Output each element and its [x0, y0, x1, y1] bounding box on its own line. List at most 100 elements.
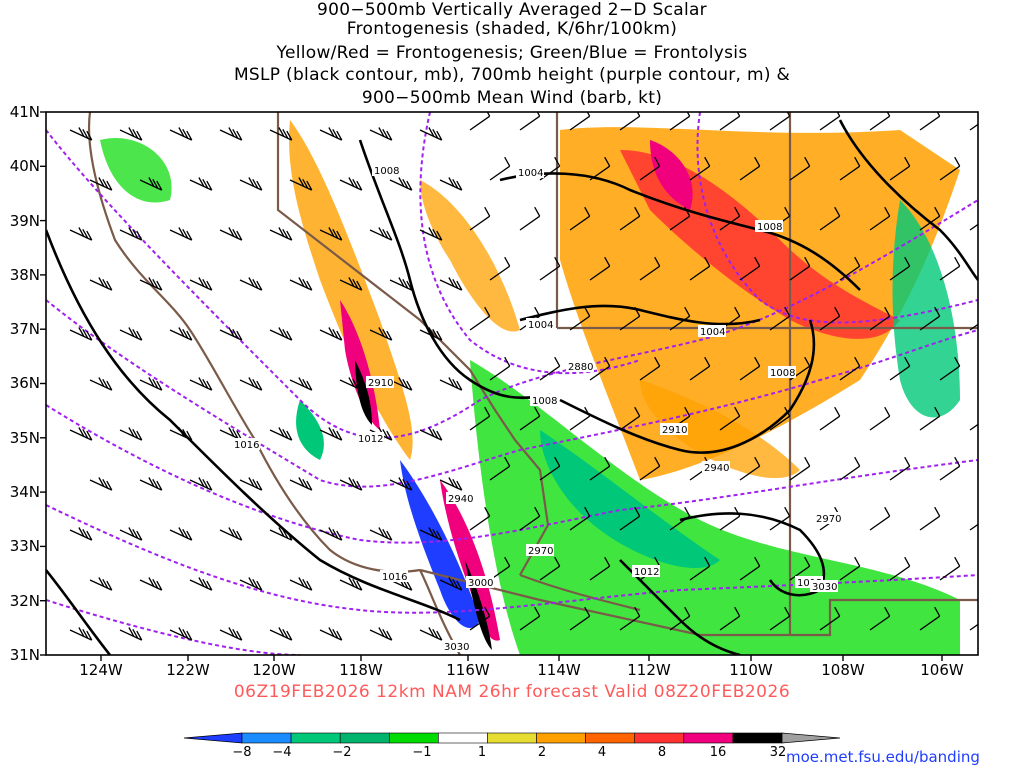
- wind-barb: [119, 327, 143, 341]
- mslp-label: 1004: [528, 320, 553, 331]
- wind-barb: [789, 156, 811, 181]
- wind-barb: [469, 112, 491, 131]
- lon-label: 106W: [920, 661, 964, 679]
- mslp-label: 1008: [374, 166, 399, 177]
- wind-barb: [969, 423, 978, 431]
- wind-barb: [919, 112, 941, 131]
- wind-barb: [89, 177, 113, 191]
- wind-barb: [69, 227, 93, 241]
- wind-barb: [519, 112, 541, 131]
- colorbar-swatch: [388, 732, 439, 744]
- wind-barb: [539, 456, 561, 481]
- wind-barb: [919, 606, 941, 631]
- wind-barb: [69, 127, 93, 141]
- wind-barb: [269, 627, 293, 641]
- colorbar-swatch: [683, 732, 734, 744]
- wind-barb: [439, 577, 463, 591]
- wind-barb: [139, 277, 163, 291]
- wind-barb: [869, 506, 891, 531]
- wind-barb: [589, 456, 611, 481]
- forecast-valid-time: 06Z19FEB2026 12km NAM 26hr forecast Vali…: [233, 682, 791, 702]
- height-label: 2910: [368, 378, 393, 389]
- wind-barb: [990, 257, 1010, 280]
- wind-barb: [619, 112, 641, 131]
- height-label: 3000: [468, 578, 493, 589]
- wind-barb: [869, 406, 891, 431]
- wind-barb: [489, 456, 511, 481]
- mslp-contour: [679, 512, 826, 597]
- wind-barb: [169, 427, 193, 441]
- axis-ticks: [40, 111, 943, 661]
- wind-barb: [489, 256, 511, 281]
- lat-label: 40N: [9, 157, 40, 175]
- wind-barb: [139, 477, 163, 491]
- frontolysis-east-edge: [892, 200, 960, 418]
- wind-barb: [139, 577, 163, 591]
- wind-barb: [939, 256, 961, 281]
- mslp-label: 1012: [634, 567, 659, 578]
- colorbar-label: 4: [597, 745, 607, 760]
- wind-barb: [89, 377, 113, 391]
- credit-link[interactable]: moe.met.fsu.edu/banding: [786, 748, 980, 766]
- colorbar-arrow-left: [183, 732, 243, 744]
- wind-barb: [419, 227, 443, 241]
- frontogenesis-core-ne: [650, 140, 693, 210]
- height-label: 2910: [662, 425, 687, 436]
- title-line-5: 900−500mb Mean Wind (barb, kt): [361, 88, 663, 108]
- wind-barb: [990, 157, 1010, 180]
- frontogenesis-sierra-core: [340, 300, 380, 430]
- wind-barb: [619, 406, 641, 431]
- wind-barb: [539, 356, 561, 381]
- lon-label: 114W: [537, 661, 581, 679]
- wind-barb: [969, 623, 978, 631]
- wind-barb: [289, 377, 313, 391]
- lat-label: 37N: [9, 320, 40, 338]
- wind-barb: [89, 577, 113, 591]
- wind-barb: [719, 506, 741, 531]
- wind-barb: [469, 206, 491, 231]
- wind-barb: [589, 356, 611, 381]
- wind-barb: [219, 627, 243, 641]
- wind-barb: [669, 306, 691, 331]
- frontogenesis-baja: [440, 480, 500, 641]
- wind-barb: [719, 406, 741, 431]
- wind-barb: [889, 556, 911, 581]
- lon-label: 120W: [252, 661, 296, 679]
- wind-barb: [389, 577, 413, 591]
- wind-barb: [889, 156, 911, 181]
- colorbar-label: −4: [272, 745, 292, 760]
- colorbar-label: 32: [769, 745, 787, 760]
- wind-barb: [619, 206, 641, 231]
- wind-barb: [939, 556, 961, 581]
- mslp-label: 1004: [700, 327, 725, 338]
- colorbar-swatch: [634, 732, 685, 744]
- wind-barb: [389, 177, 413, 191]
- wind-barb: [339, 177, 363, 191]
- frontogenesis-central: [420, 180, 520, 332]
- wind-barb: [319, 327, 343, 341]
- wind-barb: [269, 127, 293, 141]
- wind-barb: [469, 306, 491, 331]
- wind-barb: [369, 127, 393, 141]
- wind-barb: [189, 277, 213, 291]
- colorbar-label: 8: [657, 745, 667, 760]
- wind-barb: [219, 427, 243, 441]
- wind-barb: [669, 506, 691, 531]
- wind-barb: [789, 456, 811, 481]
- mslp-contour: [559, 319, 816, 454]
- mslp-label: 1008: [757, 222, 782, 233]
- colorbar-swatch: [290, 732, 341, 744]
- wind-barb: [739, 556, 761, 581]
- mslp-label: 1008: [770, 368, 795, 379]
- wind-barb: [69, 527, 93, 541]
- colorbar-arrow-right: [781, 732, 841, 744]
- lat-label: 31N: [9, 646, 40, 664]
- wind-barb: [789, 556, 811, 581]
- wind-barb: [389, 477, 413, 491]
- mslp-label: 1012: [358, 434, 383, 445]
- lat-label: 41N: [9, 103, 40, 121]
- wind-barb: [969, 223, 978, 231]
- wind-barb: [239, 177, 263, 191]
- lon-label: 112W: [627, 661, 671, 679]
- height-label: 3030: [444, 642, 469, 653]
